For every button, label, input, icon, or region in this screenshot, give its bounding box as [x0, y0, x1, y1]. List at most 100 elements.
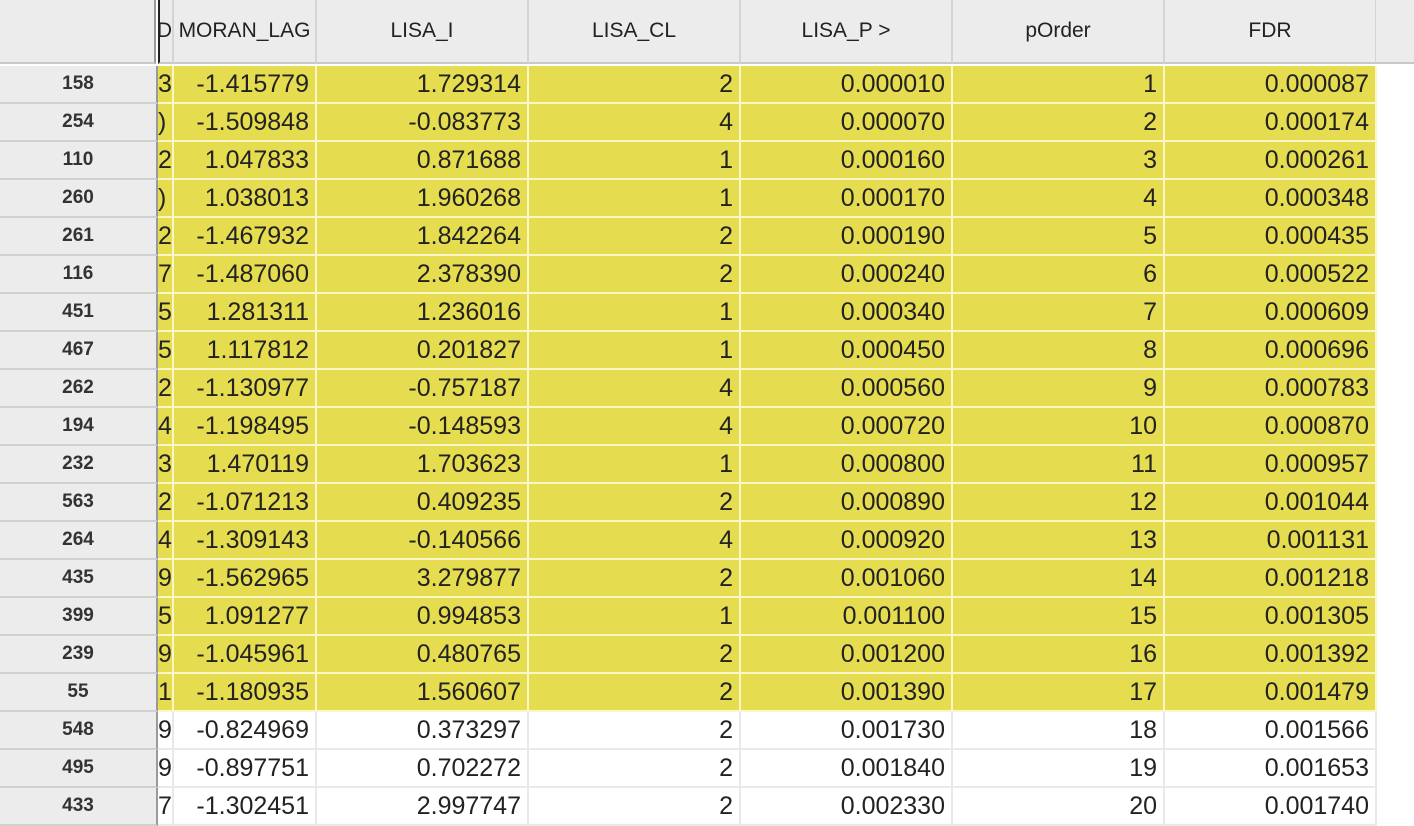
table-cell[interactable]: -1.309143	[174, 522, 317, 560]
table-cell[interactable]: -1.130977	[174, 370, 317, 408]
table-cell[interactable]: 9	[158, 750, 174, 788]
table-cell[interactable]: 0.000783	[1165, 370, 1377, 408]
table-cell[interactable]: 15	[953, 598, 1165, 636]
table-cell[interactable]: 0.000190	[741, 218, 953, 256]
table-cell[interactable]: 7	[158, 256, 174, 294]
table-cell[interactable]: )	[158, 180, 174, 218]
table-cell[interactable]: 0.000560	[741, 370, 953, 408]
table-cell[interactable]: 3	[158, 446, 174, 484]
table-cell[interactable]: 0.000522	[1165, 256, 1377, 294]
column-header-lisa-i[interactable]: LISA_I	[317, 0, 529, 64]
table-cell[interactable]: 0.001200	[741, 636, 953, 674]
table-cell[interactable]: 0.000696	[1165, 332, 1377, 370]
table-cell[interactable]: 5	[953, 218, 1165, 256]
row-header[interactable]: 262	[0, 370, 158, 408]
table-cell[interactable]: 1.117812	[174, 332, 317, 370]
table-cell[interactable]: 0.201827	[317, 332, 529, 370]
table-cell[interactable]: -1.302451	[174, 788, 317, 826]
row-header[interactable]: 194	[0, 408, 158, 446]
table-cell[interactable]: -0.083773	[317, 104, 529, 142]
table-cell[interactable]: -0.140566	[317, 522, 529, 560]
table-cell[interactable]: 5	[158, 332, 174, 370]
table-cell[interactable]: 2	[529, 218, 741, 256]
table-cell[interactable]: 0.000070	[741, 104, 953, 142]
table-cell[interactable]: 3	[158, 66, 174, 104]
table-cell[interactable]: 1.281311	[174, 294, 317, 332]
table-cell[interactable]: 2	[529, 560, 741, 598]
table-cell[interactable]: 20	[953, 788, 1165, 826]
table-cell[interactable]: 4	[953, 180, 1165, 218]
table-cell[interactable]: 1.038013	[174, 180, 317, 218]
table-cell[interactable]: 19	[953, 750, 1165, 788]
table-cell[interactable]: 1	[529, 332, 741, 370]
table-cell[interactable]: 13	[953, 522, 1165, 560]
table-cell[interactable]: 2	[158, 370, 174, 408]
table-cell[interactable]: 0.001060	[741, 560, 953, 598]
table-cell[interactable]: 4	[158, 522, 174, 560]
table-cell[interactable]: 18	[953, 712, 1165, 750]
table-cell[interactable]: 0.000957	[1165, 446, 1377, 484]
table-cell[interactable]: 2.997747	[317, 788, 529, 826]
table-cell[interactable]: 0.000720	[741, 408, 953, 446]
table-cell[interactable]: 0.001740	[1165, 788, 1377, 826]
row-header[interactable]: 435	[0, 560, 158, 598]
table-cell[interactable]: 2	[529, 788, 741, 826]
table-cell[interactable]: 0.000435	[1165, 218, 1377, 256]
row-header[interactable]: 55	[0, 674, 158, 712]
table-cell[interactable]: 16	[953, 636, 1165, 674]
table-cell[interactable]: 2	[953, 104, 1165, 142]
table-cell[interactable]: 17	[953, 674, 1165, 712]
table-cell[interactable]: -0.824969	[174, 712, 317, 750]
column-header-lisa-p[interactable]: LISA_P >	[741, 0, 953, 64]
table-cell[interactable]: 0.373297	[317, 712, 529, 750]
table-cell[interactable]: 2	[158, 484, 174, 522]
table-cell[interactable]: 1.470119	[174, 446, 317, 484]
row-header[interactable]: 548	[0, 712, 158, 750]
table-cell[interactable]: 2	[158, 218, 174, 256]
table-cell[interactable]: 0.000450	[741, 332, 953, 370]
table-cell[interactable]: 0.001218	[1165, 560, 1377, 598]
table-cell[interactable]: 0.000340	[741, 294, 953, 332]
table-cell[interactable]: 1	[529, 142, 741, 180]
row-header[interactable]: 264	[0, 522, 158, 560]
table-cell[interactable]: 2	[529, 712, 741, 750]
column-header-moran-lag[interactable]: MORAN_LAG	[174, 0, 317, 64]
table-cell[interactable]: 0.001730	[741, 712, 953, 750]
table-cell[interactable]: 0.001479	[1165, 674, 1377, 712]
table-cell[interactable]: 0.001305	[1165, 598, 1377, 636]
table-corner[interactable]	[0, 0, 156, 64]
table-cell[interactable]: 0.000800	[741, 446, 953, 484]
row-header[interactable]: 495	[0, 750, 158, 788]
table-cell[interactable]: 4	[529, 522, 741, 560]
table-cell[interactable]: 2	[529, 256, 741, 294]
table-cell[interactable]: -1.467932	[174, 218, 317, 256]
table-cell[interactable]: 2	[529, 66, 741, 104]
table-cell[interactable]: 0.002330	[741, 788, 953, 826]
table-cell[interactable]: 1.236016	[317, 294, 529, 332]
table-cell[interactable]: -1.415779	[174, 66, 317, 104]
table-cell[interactable]: 0.994853	[317, 598, 529, 636]
table-cell[interactable]: -1.509848	[174, 104, 317, 142]
table-cell[interactable]: 10	[953, 408, 1165, 446]
table-cell[interactable]: 0.001131	[1165, 522, 1377, 560]
table-cell[interactable]: 0.000261	[1165, 142, 1377, 180]
table-cell[interactable]: 7	[158, 788, 174, 826]
table-cell[interactable]: -1.180935	[174, 674, 317, 712]
table-cell[interactable]: 1	[953, 66, 1165, 104]
table-cell[interactable]: 0.001044	[1165, 484, 1377, 522]
table-cell[interactable]: 0.001566	[1165, 712, 1377, 750]
table-cell[interactable]: 4	[529, 104, 741, 142]
table-cell[interactable]: 3	[953, 142, 1165, 180]
table-cell[interactable]: 1.560607	[317, 674, 529, 712]
row-header[interactable]: 433	[0, 788, 158, 826]
table-cell[interactable]: 0.000348	[1165, 180, 1377, 218]
row-header[interactable]: 239	[0, 636, 158, 674]
row-header[interactable]: 261	[0, 218, 158, 256]
table-cell[interactable]: 8	[953, 332, 1165, 370]
table-cell[interactable]: 3.279877	[317, 560, 529, 598]
table-cell[interactable]: -0.148593	[317, 408, 529, 446]
table-cell[interactable]: 1	[529, 180, 741, 218]
table-cell[interactable]: 1	[158, 674, 174, 712]
table-cell[interactable]: -1.198495	[174, 408, 317, 446]
table-cell[interactable]: 0.409235	[317, 484, 529, 522]
